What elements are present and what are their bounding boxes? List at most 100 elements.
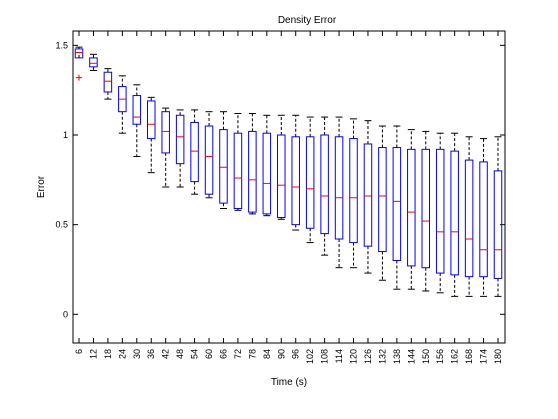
- x-tick-label: 84: [262, 349, 272, 359]
- box-18: [103, 68, 113, 100]
- y-tick-label: 0: [63, 309, 68, 319]
- x-tick-label: 12: [88, 349, 98, 359]
- iqr-box: [493, 170, 503, 279]
- iqr-box: [464, 159, 474, 278]
- x-tick-label: 24: [117, 349, 127, 359]
- box-24: [118, 75, 127, 134]
- iqr-box: [204, 125, 214, 195]
- iqr-box: [161, 111, 170, 154]
- x-tick-label: 156: [435, 349, 445, 364]
- x-tick-label: 96: [291, 349, 301, 359]
- box-144: [407, 129, 416, 290]
- x-tick-label: 48: [175, 349, 185, 359]
- y-axis-title: Error: [36, 175, 47, 198]
- x-tick-label: 72: [233, 349, 243, 359]
- iqr-box: [146, 100, 156, 140]
- iqr-box: [277, 134, 286, 218]
- x-tick-label: 144: [406, 349, 416, 364]
- iqr-box: [305, 136, 315, 229]
- x-tick-label: 36: [146, 349, 156, 359]
- iqr-box: [392, 147, 402, 262]
- box-174: [479, 138, 488, 297]
- y-axis-ticks: 0 0.5 1 1.5: [55, 40, 505, 319]
- box-48: [175, 109, 185, 188]
- box-42: [161, 107, 170, 188]
- iqr-box: [435, 148, 445, 274]
- iqr-box: [320, 134, 329, 235]
- iqr-box: [103, 71, 113, 93]
- x-tick-label: 102: [305, 349, 315, 364]
- box-60: [204, 111, 214, 199]
- x-tick-label: 126: [363, 349, 373, 364]
- y-tick-label: 0.5: [55, 220, 68, 230]
- box-132: [378, 125, 387, 281]
- box-96: [291, 114, 300, 231]
- box-102: [305, 116, 315, 244]
- iqr-box: [363, 143, 373, 247]
- x-tick-label: 108: [320, 349, 330, 364]
- box-66: [219, 111, 228, 210]
- x-tick-label: 90: [276, 349, 286, 359]
- box-138: [392, 125, 402, 290]
- x-tick-label: 138: [392, 349, 402, 364]
- x-tick-label: 180: [493, 349, 503, 364]
- y-tick-label: 1.5: [55, 40, 68, 50]
- x-tick-label: 60: [204, 349, 214, 359]
- plot-frame: [72, 30, 506, 344]
- iqr-box: [175, 114, 185, 165]
- box-72: [233, 112, 243, 211]
- box-series: [74, 46, 503, 297]
- iqr-box: [219, 129, 228, 204]
- x-tick-label: 54: [190, 349, 200, 359]
- iqr-box: [262, 132, 272, 215]
- y-tick-label: 1: [63, 130, 68, 140]
- box-6: [74, 46, 84, 81]
- x-tick-label: 18: [103, 349, 113, 359]
- x-tick-label: 114: [334, 349, 344, 363]
- x-tick-label: 174: [479, 349, 489, 364]
- x-tick-label: 30: [132, 349, 142, 359]
- iqr-box: [407, 148, 416, 267]
- x-tick-label: 6: [74, 349, 84, 354]
- box-12: [89, 53, 98, 71]
- box-180: [493, 136, 503, 297]
- box-120: [349, 118, 358, 269]
- box-126: [363, 120, 373, 274]
- iqr-box: [190, 121, 199, 183]
- iqr-box: [233, 132, 243, 210]
- box-54: [190, 109, 199, 195]
- box-114: [334, 116, 344, 269]
- x-tick-label: 132: [377, 349, 387, 364]
- box-36: [146, 96, 156, 174]
- outlier-marker: [76, 74, 82, 81]
- box-162: [450, 132, 459, 297]
- iqr-box: [334, 136, 344, 240]
- iqr-box: [479, 161, 488, 278]
- iqr-box: [132, 95, 142, 125]
- box-30: [132, 84, 142, 158]
- chart-title: Density Error: [278, 15, 337, 26]
- box-150: [421, 130, 431, 292]
- iqr-box: [74, 48, 84, 59]
- iqr-box: [421, 148, 431, 269]
- iqr-box: [378, 147, 387, 253]
- x-tick-label: 150: [421, 349, 431, 364]
- x-tick-label: 168: [464, 349, 474, 364]
- x-tick-label: 42: [161, 349, 171, 359]
- x-axis-ticks: 6 12 18 24 30 36 42 48 54 60 66 72 78 84 90 96 102 108 114…: [74, 31, 503, 364]
- iqr-box: [349, 138, 358, 244]
- x-tick-label: 78: [247, 349, 257, 359]
- iqr-box: [291, 136, 300, 226]
- box-108: [320, 116, 329, 256]
- box-168: [464, 136, 474, 297]
- x-tick-label: 120: [349, 349, 359, 364]
- box-78: [248, 112, 257, 215]
- x-tick-label: 66: [218, 349, 228, 359]
- box-90: [277, 114, 286, 220]
- iqr-box: [248, 130, 257, 213]
- x-tick-label: 162: [450, 349, 460, 364]
- box-156: [435, 132, 445, 294]
- iqr-box: [89, 57, 98, 68]
- box-84: [262, 114, 272, 217]
